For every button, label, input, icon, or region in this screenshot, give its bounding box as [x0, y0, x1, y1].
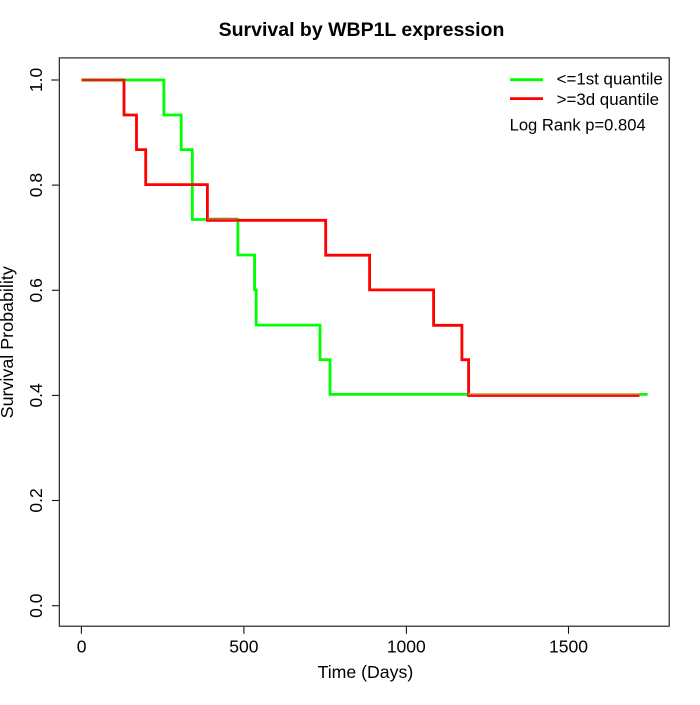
svg-text:0.6: 0.6: [26, 278, 46, 302]
svg-text:>=3d quantile: >=3d quantile: [557, 90, 659, 109]
svg-text:<=1st quantile: <=1st quantile: [557, 70, 663, 89]
svg-text:0.8: 0.8: [26, 173, 46, 197]
svg-text:1.0: 1.0: [26, 68, 46, 93]
svg-text:Log Rank p=0.804: Log Rank p=0.804: [510, 115, 646, 134]
svg-text:Survival by WBP1L expression: Survival by WBP1L expression: [219, 19, 505, 41]
svg-text:0.2: 0.2: [26, 488, 46, 512]
svg-text:1500: 1500: [549, 637, 588, 657]
svg-text:Survival Probability: Survival Probability: [0, 266, 17, 418]
svg-text:500: 500: [229, 637, 258, 657]
svg-text:0: 0: [77, 637, 87, 657]
svg-text:1000: 1000: [387, 637, 426, 657]
svg-text:0.0: 0.0: [26, 593, 46, 618]
svg-text:0.4: 0.4: [26, 383, 46, 408]
svg-text:Time (Days): Time (Days): [318, 662, 414, 682]
